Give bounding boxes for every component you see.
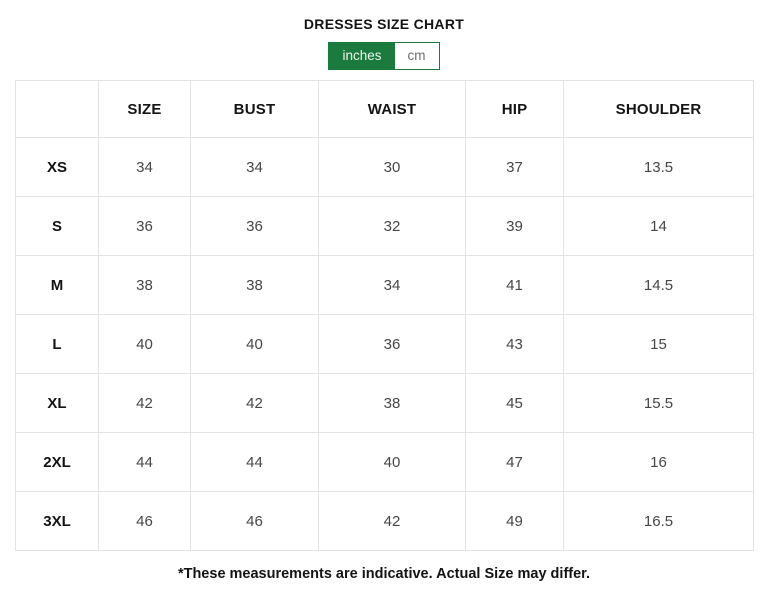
measurement-cell: 47 <box>465 432 564 492</box>
unit-toggle-wrap: inches cm <box>0 42 768 70</box>
measurement-cell: 13.5 <box>563 137 754 197</box>
measurement-cell: 38 <box>318 373 466 433</box>
measurement-cell: 45 <box>465 373 564 433</box>
measurement-cell: 15.5 <box>563 373 754 433</box>
size-label-cell: XL <box>15 373 99 433</box>
measurement-cell: 14 <box>563 196 754 256</box>
measurement-cell: 49 <box>465 491 564 551</box>
measurement-cell: 46 <box>98 491 191 551</box>
size-table-head: SIZE BUST WAIST HIP SHOULDER <box>15 80 754 138</box>
measurement-cell: 30 <box>318 137 466 197</box>
table-row: 2XL 44 44 40 47 16 <box>15 432 754 492</box>
table-row: XS 34 34 30 37 13.5 <box>15 137 754 197</box>
measurement-cell: 38 <box>98 255 191 315</box>
measurement-cell: 40 <box>98 314 191 374</box>
measurement-cell: 36 <box>190 196 319 256</box>
measurement-cell: 44 <box>98 432 191 492</box>
measurement-cell: 34 <box>318 255 466 315</box>
column-header: HIP <box>465 80 564 138</box>
column-header <box>15 80 99 138</box>
unit-option-inches[interactable]: inches <box>329 43 395 69</box>
size-label-cell: XS <box>15 137 99 197</box>
measurement-cell: 15 <box>563 314 754 374</box>
size-label-cell: 3XL <box>15 491 99 551</box>
measurement-cell: 34 <box>190 137 319 197</box>
table-row: L 40 40 36 43 15 <box>15 314 754 374</box>
measurement-cell: 37 <box>465 137 564 197</box>
measurement-cell: 36 <box>98 196 191 256</box>
column-header: WAIST <box>318 80 466 138</box>
column-header: BUST <box>190 80 319 138</box>
measurement-cell: 41 <box>465 255 564 315</box>
size-chart-table: SIZE BUST WAIST HIP SHOULDER XS 34 34 30 37 13.5 S… <box>15 80 754 551</box>
measurement-cell: 44 <box>190 432 319 492</box>
table-row: S 36 36 32 39 14 <box>15 196 754 256</box>
measurement-cell: 43 <box>465 314 564 374</box>
measurement-cell: 16 <box>563 432 754 492</box>
table-row: XL 42 42 38 45 15.5 <box>15 373 754 433</box>
size-label-cell: M <box>15 255 99 315</box>
measurement-cell: 34 <box>98 137 191 197</box>
measurement-cell: 36 <box>318 314 466 374</box>
size-table-body: XS 34 34 30 37 13.5 S 36 36 32 39 14 M 38 38 34 41 14.5 L 4… <box>15 137 754 551</box>
measurement-cell: 14.5 <box>563 255 754 315</box>
measurement-cell: 40 <box>190 314 319 374</box>
column-header: SHOULDER <box>563 80 754 138</box>
size-label-cell: S <box>15 196 99 256</box>
page-title: DRESSES SIZE CHART <box>303 16 465 32</box>
table-row: M 38 38 34 41 14.5 <box>15 255 754 315</box>
unit-toggle: inches cm <box>328 42 440 70</box>
measurement-cell: 32 <box>318 196 466 256</box>
size-label-cell: 2XL <box>15 432 99 492</box>
measurement-cell: 42 <box>190 373 319 433</box>
measurement-cell: 16.5 <box>563 491 754 551</box>
unit-option-cm[interactable]: cm <box>394 43 439 69</box>
measurement-cell: 40 <box>318 432 466 492</box>
measurement-cell: 39 <box>465 196 564 256</box>
measurement-cell: 38 <box>190 255 319 315</box>
measurement-cell: 42 <box>98 373 191 433</box>
measurement-cell: 42 <box>318 491 466 551</box>
measurement-cell: 46 <box>190 491 319 551</box>
column-header: SIZE <box>98 80 191 138</box>
size-table-head-row: SIZE BUST WAIST HIP SHOULDER <box>15 80 754 138</box>
table-row: 3XL 46 46 42 49 16.5 <box>15 491 754 551</box>
size-label-cell: L <box>15 314 99 374</box>
footnote: *These measurements are indicative. Actu… <box>177 566 591 582</box>
